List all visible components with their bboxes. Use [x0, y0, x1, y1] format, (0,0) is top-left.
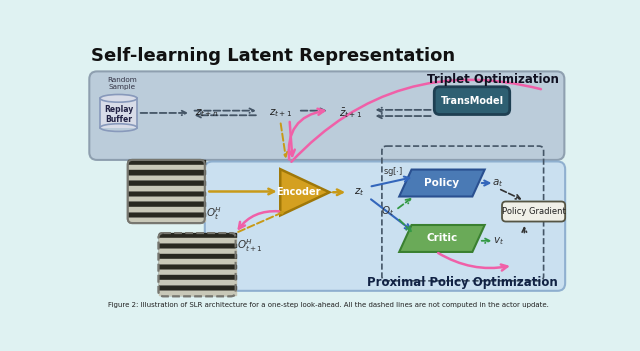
Text: $z_{t+n}$: $z_{t+n}$	[195, 107, 218, 119]
Text: $z_t$: $z_t$	[353, 186, 364, 198]
FancyArrowPatch shape	[289, 122, 295, 156]
Text: $\bar{z}_{t+1}$: $\bar{z}_{t+1}$	[339, 106, 363, 120]
Polygon shape	[399, 170, 484, 197]
FancyArrowPatch shape	[438, 253, 508, 271]
Bar	[100, 98, 137, 128]
Text: TransModel: TransModel	[440, 95, 504, 106]
FancyArrowPatch shape	[482, 239, 490, 243]
Text: Triplet Optimization: Triplet Optimization	[427, 73, 559, 86]
Text: Policy Gradient: Policy Gradient	[502, 207, 566, 216]
Text: Policy: Policy	[424, 178, 460, 188]
FancyArrowPatch shape	[482, 180, 489, 186]
FancyArrowPatch shape	[500, 190, 520, 199]
FancyArrowPatch shape	[378, 114, 431, 118]
FancyArrowPatch shape	[378, 108, 431, 112]
Text: Random
Sample: Random Sample	[108, 77, 138, 90]
FancyBboxPatch shape	[90, 71, 564, 160]
FancyBboxPatch shape	[159, 233, 236, 296]
FancyBboxPatch shape	[128, 160, 205, 223]
Polygon shape	[280, 169, 330, 216]
FancyArrowPatch shape	[281, 124, 287, 157]
Text: Figure 2: Illustration of SLR architecture for a one-step look-ahead. All the da: Figure 2: Illustration of SLR architectu…	[108, 303, 548, 309]
FancyArrowPatch shape	[522, 228, 527, 233]
Text: Proximal Policy Optimization: Proximal Policy Optimization	[367, 276, 557, 289]
FancyArrowPatch shape	[141, 111, 186, 115]
Text: sg[$\cdot$]: sg[$\cdot$]	[383, 165, 403, 178]
Polygon shape	[399, 225, 484, 252]
Text: $z_{t+1}$: $z_{t+1}$	[269, 107, 292, 119]
FancyArrowPatch shape	[333, 190, 342, 195]
FancyArrowPatch shape	[238, 212, 284, 232]
Text: Encoder: Encoder	[276, 187, 321, 197]
FancyArrowPatch shape	[195, 108, 254, 113]
FancyArrowPatch shape	[399, 220, 411, 231]
FancyArrowPatch shape	[398, 199, 410, 208]
Text: Self-learning Latent Representation: Self-learning Latent Representation	[91, 47, 455, 65]
FancyArrowPatch shape	[372, 177, 409, 186]
FancyArrowPatch shape	[196, 113, 256, 118]
FancyArrowPatch shape	[291, 80, 541, 162]
Text: $O_t^H$: $O_t^H$	[206, 205, 223, 221]
FancyArrowPatch shape	[239, 211, 279, 229]
Text: $O_{t+1}^H$: $O_{t+1}^H$	[237, 237, 263, 254]
Ellipse shape	[100, 94, 137, 102]
Text: $a_t$: $a_t$	[492, 177, 504, 189]
FancyArrowPatch shape	[371, 199, 410, 229]
FancyBboxPatch shape	[435, 87, 509, 114]
Text: Replay
Buffer: Replay Buffer	[104, 105, 133, 124]
FancyBboxPatch shape	[205, 161, 565, 291]
FancyArrowPatch shape	[209, 189, 274, 194]
Text: $v_t$: $v_t$	[493, 235, 504, 247]
Text: $O_t$: $O_t$	[381, 205, 395, 218]
FancyArrowPatch shape	[301, 108, 324, 113]
FancyBboxPatch shape	[502, 201, 565, 221]
FancyArrowPatch shape	[289, 109, 324, 159]
Text: Critic: Critic	[426, 233, 458, 244]
